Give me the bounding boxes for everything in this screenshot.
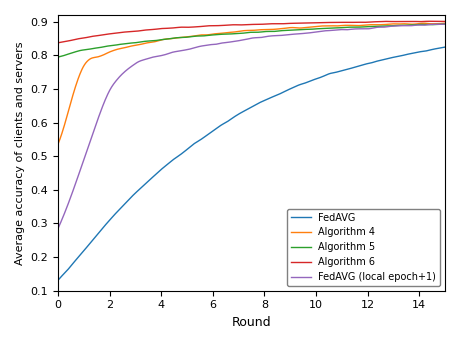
FedAVG (local epoch+1) <box>313 30 319 34</box>
Y-axis label: Average accuracy of clients and servers: Average accuracy of clients and servers <box>15 41 25 265</box>
Algorithm 5 <box>123 42 129 46</box>
FedAVG (local epoch+1) <box>346 28 352 32</box>
FedAVG <box>283 89 288 93</box>
Algorithm 4 <box>154 39 160 43</box>
Algorithm 4 <box>420 21 426 25</box>
FedAVG (local epoch+1) <box>436 22 442 26</box>
FedAVG <box>123 200 129 204</box>
Algorithm 5 <box>313 27 319 31</box>
Legend: FedAVG, Algorithm 4, Algorithm 5, Algorithm 6, FedAVG (local epoch+1): FedAVG, Algorithm 4, Algorithm 5, Algori… <box>286 209 439 286</box>
Line: FedAVG: FedAVG <box>58 47 444 280</box>
FedAVG (local epoch+1) <box>55 226 61 230</box>
FedAVG (local epoch+1) <box>283 33 288 37</box>
Line: Algorithm 4: Algorithm 4 <box>58 23 444 144</box>
Algorithm 5 <box>154 38 160 42</box>
FedAVG <box>313 77 319 81</box>
Algorithm 4 <box>230 30 235 34</box>
FedAVG (local epoch+1) <box>154 54 160 58</box>
Line: FedAVG (local epoch+1): FedAVG (local epoch+1) <box>58 24 444 228</box>
Algorithm 5 <box>283 28 288 32</box>
Algorithm 6 <box>154 27 160 31</box>
Algorithm 6 <box>123 30 129 34</box>
Algorithm 5 <box>346 25 352 29</box>
Algorithm 5 <box>230 32 235 36</box>
Algorithm 4 <box>123 45 129 49</box>
Algorithm 4 <box>441 21 447 25</box>
Algorithm 6 <box>55 41 61 45</box>
Algorithm 6 <box>346 20 352 24</box>
FedAVG <box>55 278 61 282</box>
Algorithm 6 <box>425 19 431 23</box>
FedAVG (local epoch+1) <box>123 68 129 72</box>
FedAVG <box>441 45 447 49</box>
Line: Algorithm 5: Algorithm 5 <box>58 24 444 57</box>
X-axis label: Round: Round <box>231 316 271 329</box>
Algorithm 6 <box>230 23 235 27</box>
FedAVG <box>154 171 160 175</box>
FedAVG <box>346 67 352 71</box>
FedAVG (local epoch+1) <box>441 22 447 26</box>
Algorithm 4 <box>55 142 61 146</box>
Algorithm 5 <box>55 55 61 59</box>
FedAVG <box>230 116 235 120</box>
Algorithm 6 <box>441 19 447 23</box>
Algorithm 4 <box>283 26 288 30</box>
Algorithm 5 <box>441 22 447 26</box>
Algorithm 4 <box>346 23 352 28</box>
Algorithm 4 <box>313 24 319 29</box>
Algorithm 6 <box>283 22 288 26</box>
FedAVG (local epoch+1) <box>230 40 235 44</box>
Line: Algorithm 6: Algorithm 6 <box>58 21 444 43</box>
Algorithm 6 <box>313 21 319 25</box>
